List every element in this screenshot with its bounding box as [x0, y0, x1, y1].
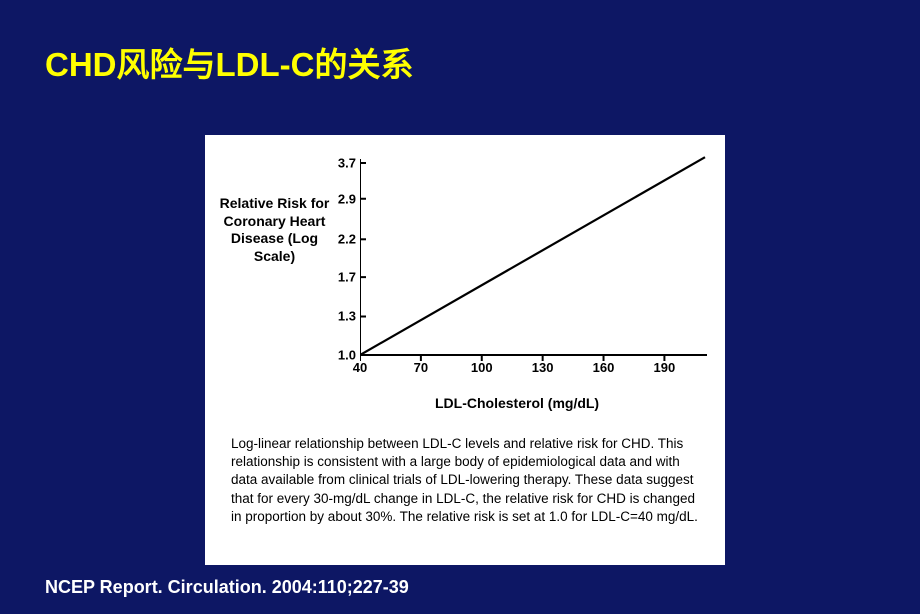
x-tick-label: 190	[654, 360, 676, 375]
x-tick-label: 70	[414, 360, 428, 375]
y-axis-label: Relative Risk for Coronary Heart Disease…	[217, 195, 332, 265]
citation: NCEP Report. Circulation. 2004:110;227-3…	[45, 577, 409, 598]
x-tick-label: 100	[471, 360, 493, 375]
x-tick-label: 130	[532, 360, 554, 375]
x-tick-label: 40	[353, 360, 367, 375]
x-ticks: 4070100130160190	[360, 360, 710, 380]
y-ticks: 1.01.31.72.22.93.7	[322, 155, 356, 355]
y-tick-label: 2.9	[338, 191, 356, 206]
figure-caption: Log-linear relationship between LDL-C le…	[231, 435, 699, 526]
chart-svg	[360, 155, 710, 375]
y-tick-label: 1.7	[338, 270, 356, 285]
slide-title: CHD风险与LDL-C的关系	[45, 38, 413, 86]
x-axis-label: LDL-Cholesterol (mg/dL)	[435, 395, 599, 411]
x-tick-label: 160	[593, 360, 615, 375]
chart-area: Relative Risk for Coronary Heart Disease…	[205, 155, 725, 425]
figure-panel: Relative Risk for Coronary Heart Disease…	[205, 135, 725, 565]
y-tick-label: 2.2	[338, 232, 356, 247]
plot-region: 1.01.31.72.22.93.7 4070100130160190	[360, 155, 710, 375]
y-tick-label: 1.3	[338, 309, 356, 324]
y-tick-label: 3.7	[338, 156, 356, 171]
